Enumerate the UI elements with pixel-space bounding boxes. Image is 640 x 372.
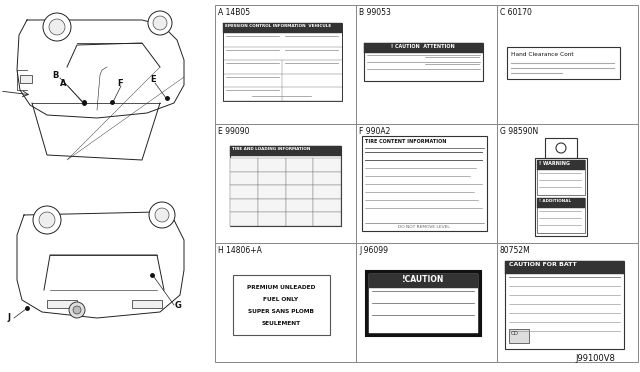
- Bar: [285, 212, 313, 226]
- Text: FUEL ONLY: FUEL ONLY: [264, 297, 299, 302]
- Text: C 60170: C 60170: [500, 8, 532, 17]
- Text: ! WARNING: ! WARNING: [539, 161, 570, 166]
- Text: A: A: [60, 78, 67, 87]
- Text: G 98590N: G 98590N: [500, 127, 538, 136]
- Text: J: J: [7, 314, 10, 323]
- Text: ! ADDITIONAL: ! ADDITIONAL: [539, 199, 571, 203]
- Bar: [258, 158, 285, 171]
- Bar: [230, 212, 258, 226]
- Circle shape: [43, 13, 71, 41]
- Bar: [285, 171, 313, 185]
- Text: H 14806+A: H 14806+A: [218, 246, 262, 255]
- Bar: [356, 243, 497, 362]
- Bar: [215, 124, 356, 243]
- Bar: [497, 124, 638, 243]
- Bar: [369, 274, 478, 288]
- Bar: [285, 185, 313, 199]
- Bar: [313, 171, 341, 185]
- Bar: [535, 158, 587, 236]
- Bar: [233, 275, 330, 335]
- Text: J 96099: J 96099: [359, 246, 388, 255]
- Circle shape: [556, 143, 566, 153]
- Circle shape: [153, 16, 167, 30]
- Bar: [47, 300, 77, 308]
- Bar: [356, 124, 497, 243]
- Bar: [313, 158, 341, 171]
- Bar: [313, 199, 341, 212]
- Bar: [20, 75, 32, 83]
- Text: EMISSION CONTROL INFORMATION  VEHICULE: EMISSION CONTROL INFORMATION VEHICULE: [225, 24, 332, 28]
- Bar: [215, 243, 356, 362]
- Text: 80752M: 80752M: [500, 246, 531, 255]
- Text: E: E: [150, 76, 156, 84]
- Text: CAUTION FOR BATT: CAUTION FOR BATT: [509, 262, 577, 267]
- Text: F: F: [117, 78, 123, 87]
- Text: J99100V8: J99100V8: [575, 354, 615, 363]
- Bar: [285, 158, 313, 171]
- Text: CD: CD: [511, 331, 519, 336]
- Bar: [366, 271, 481, 336]
- Bar: [362, 136, 487, 231]
- Bar: [230, 199, 258, 212]
- Bar: [285, 199, 313, 212]
- Bar: [364, 43, 483, 53]
- Bar: [509, 329, 529, 343]
- Text: E 99090: E 99090: [218, 127, 250, 136]
- Bar: [223, 23, 342, 101]
- Bar: [497, 5, 638, 124]
- Bar: [230, 158, 258, 171]
- Circle shape: [49, 19, 65, 35]
- Text: SEULEMENT: SEULEMENT: [261, 321, 301, 326]
- Text: !CAUTION: !CAUTION: [402, 275, 444, 284]
- Bar: [369, 274, 478, 333]
- Bar: [313, 212, 341, 226]
- Text: G: G: [175, 301, 182, 310]
- Text: A 14B05: A 14B05: [218, 8, 250, 17]
- Circle shape: [73, 306, 81, 314]
- Bar: [230, 185, 258, 199]
- Text: B 99053: B 99053: [359, 8, 391, 17]
- Bar: [507, 47, 620, 79]
- Bar: [545, 138, 577, 158]
- Bar: [223, 23, 342, 33]
- Circle shape: [39, 212, 55, 228]
- Bar: [497, 243, 638, 362]
- Text: ! CAUTION  ATTENTION: ! CAUTION ATTENTION: [391, 44, 455, 49]
- Bar: [258, 212, 285, 226]
- Circle shape: [148, 11, 172, 35]
- Bar: [258, 171, 285, 185]
- Text: PREMIUM UNLEADED: PREMIUM UNLEADED: [247, 285, 315, 290]
- Text: Hand Clearance Cont: Hand Clearance Cont: [511, 52, 573, 57]
- Bar: [230, 171, 258, 185]
- Bar: [505, 261, 624, 274]
- Bar: [537, 160, 585, 170]
- Text: TIRE AND LOADING INFORMATION: TIRE AND LOADING INFORMATION: [232, 147, 310, 151]
- Text: B: B: [52, 71, 58, 80]
- Text: SUPER SANS PLOMB: SUPER SANS PLOMB: [248, 309, 314, 314]
- Bar: [537, 160, 585, 195]
- Bar: [356, 5, 497, 124]
- Bar: [215, 5, 356, 124]
- Bar: [313, 185, 341, 199]
- Text: DO NOT REMOVE LEVEL: DO NOT REMOVE LEVEL: [398, 225, 450, 229]
- Text: TIRE CONTENT INFORMATION: TIRE CONTENT INFORMATION: [365, 139, 447, 144]
- Bar: [505, 261, 624, 349]
- Bar: [364, 43, 483, 81]
- Bar: [258, 185, 285, 199]
- Circle shape: [149, 202, 175, 228]
- Circle shape: [33, 206, 61, 234]
- Bar: [537, 198, 585, 233]
- Bar: [258, 199, 285, 212]
- Bar: [132, 300, 162, 308]
- Text: F 990A2: F 990A2: [359, 127, 390, 136]
- Bar: [537, 198, 585, 208]
- Circle shape: [69, 302, 85, 318]
- Bar: [230, 146, 341, 156]
- Circle shape: [155, 208, 169, 222]
- Bar: [230, 146, 341, 226]
